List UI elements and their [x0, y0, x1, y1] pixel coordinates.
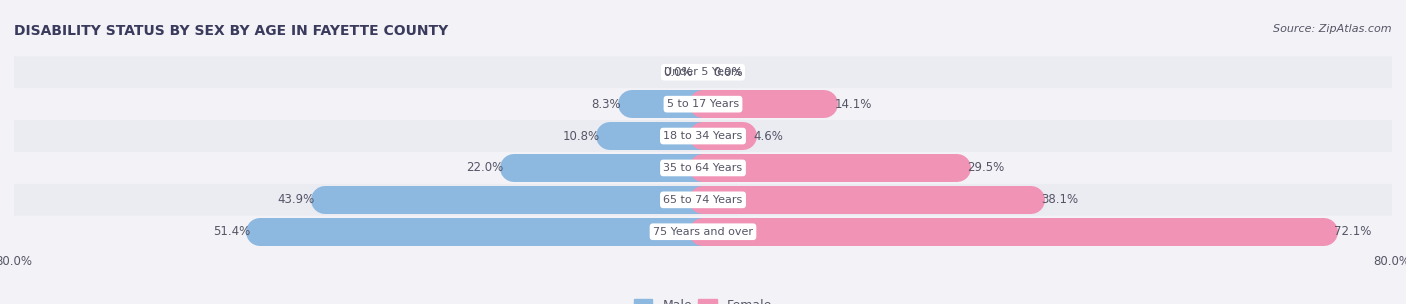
FancyBboxPatch shape: [14, 152, 1392, 184]
Text: DISABILITY STATUS BY SEX BY AGE IN FAYETTE COUNTY: DISABILITY STATUS BY SEX BY AGE IN FAYET…: [14, 24, 449, 38]
Text: 0.0%: 0.0%: [713, 66, 742, 79]
Text: 75 Years and over: 75 Years and over: [652, 227, 754, 237]
Text: 5 to 17 Years: 5 to 17 Years: [666, 99, 740, 109]
FancyBboxPatch shape: [14, 216, 1392, 248]
Text: 8.3%: 8.3%: [592, 98, 621, 111]
Text: 4.6%: 4.6%: [754, 130, 783, 143]
Text: 10.8%: 10.8%: [562, 130, 599, 143]
Text: 14.1%: 14.1%: [835, 98, 872, 111]
FancyBboxPatch shape: [14, 56, 1392, 88]
Text: 22.0%: 22.0%: [465, 161, 503, 174]
Text: 0.0%: 0.0%: [664, 66, 693, 79]
Text: 38.1%: 38.1%: [1042, 193, 1078, 206]
Text: 51.4%: 51.4%: [212, 225, 250, 238]
FancyBboxPatch shape: [14, 120, 1392, 152]
Text: 35 to 64 Years: 35 to 64 Years: [664, 163, 742, 173]
Text: 72.1%: 72.1%: [1334, 225, 1372, 238]
Text: Source: ZipAtlas.com: Source: ZipAtlas.com: [1274, 24, 1392, 34]
FancyBboxPatch shape: [14, 184, 1392, 216]
Text: 18 to 34 Years: 18 to 34 Years: [664, 131, 742, 141]
Legend: Male, Female: Male, Female: [628, 294, 778, 304]
Text: Under 5 Years: Under 5 Years: [665, 67, 741, 77]
Text: 29.5%: 29.5%: [967, 161, 1005, 174]
FancyBboxPatch shape: [14, 88, 1392, 120]
Text: 43.9%: 43.9%: [277, 193, 315, 206]
Text: 65 to 74 Years: 65 to 74 Years: [664, 195, 742, 205]
